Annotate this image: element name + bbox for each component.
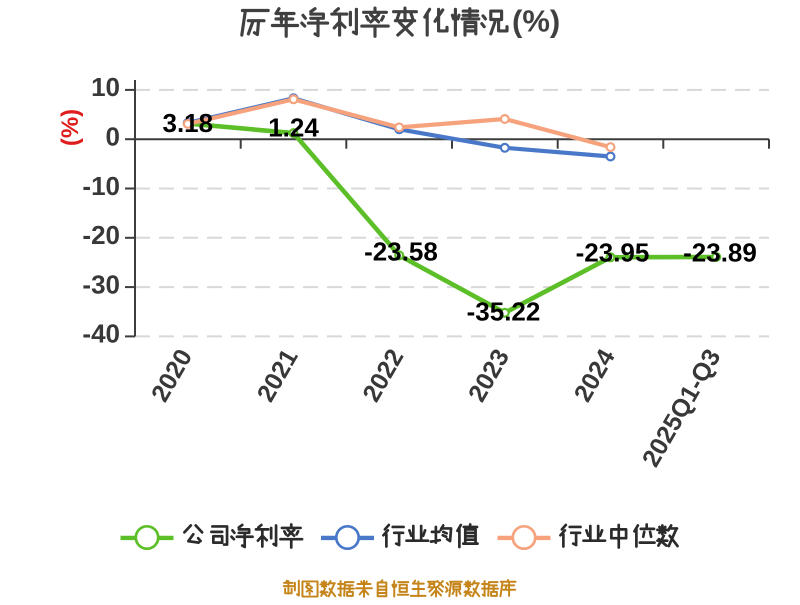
svg-text:-35.22: -35.22	[467, 297, 541, 327]
svg-text:3.18: 3.18	[162, 108, 213, 138]
svg-text:-23.89: -23.89	[683, 238, 757, 268]
svg-text:-30: -30	[82, 269, 120, 299]
svg-text:(%): (%)	[57, 109, 84, 146]
svg-text:10: 10	[91, 72, 120, 102]
svg-text:0: 0	[106, 122, 120, 152]
svg-text:1.24: 1.24	[268, 112, 319, 142]
svg-text:-23.95: -23.95	[576, 238, 650, 268]
svg-text:-20: -20	[82, 220, 120, 250]
svg-text:(%): (%)	[512, 4, 560, 39]
svg-text:-23.58: -23.58	[364, 237, 438, 267]
svg-text:-10: -10	[82, 171, 120, 201]
svg-text:-40: -40	[82, 319, 120, 349]
